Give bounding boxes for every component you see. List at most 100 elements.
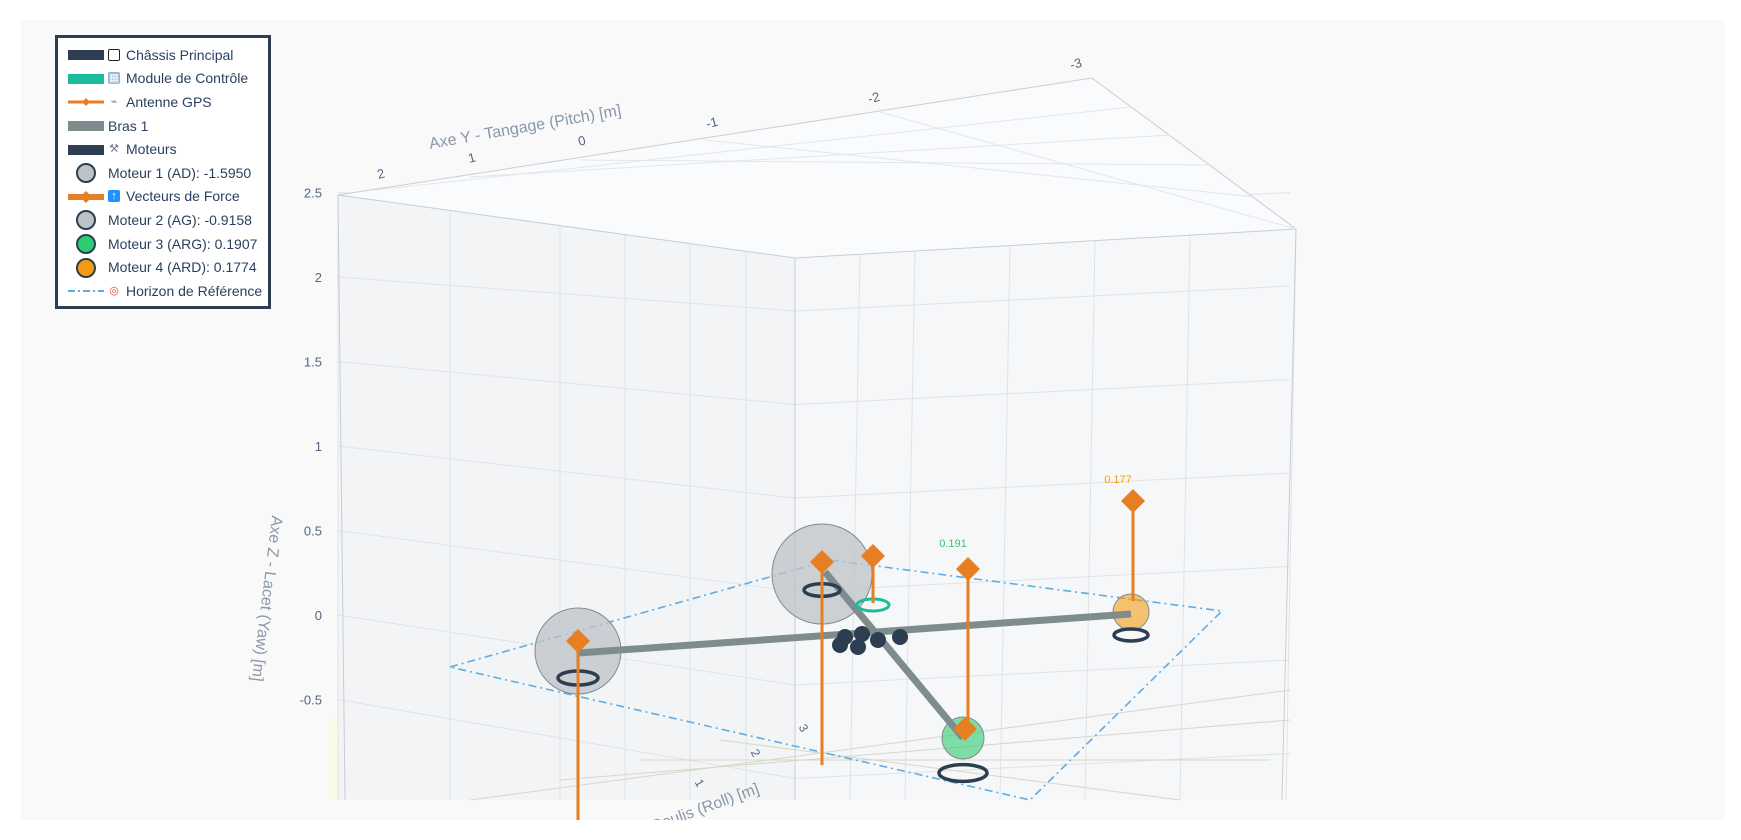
legend-symbol-mark xyxy=(76,257,96,278)
y-tick-label: -2 xyxy=(866,89,881,106)
legend-label: Bras 1 xyxy=(108,117,149,134)
legend-symbol xyxy=(68,144,104,155)
frame-node xyxy=(854,626,870,642)
legend-symbol xyxy=(68,190,104,203)
legend-symbol xyxy=(76,210,96,231)
z-tick-label: 2.5 xyxy=(304,186,322,201)
grid-line xyxy=(1285,228,1297,801)
force-marker xyxy=(1121,489,1145,513)
target-icon: ◎ xyxy=(109,284,119,297)
grid-line xyxy=(1179,235,1191,801)
grid-line xyxy=(374,106,1132,191)
y-tick-label: 2 xyxy=(375,165,386,181)
grid-line xyxy=(1084,240,1096,801)
y-tick-label: -3 xyxy=(1068,55,1083,72)
legend-symbol-mark xyxy=(68,144,104,155)
3d-scene[interactable]: 2.5 2 1.5 1 0.5 0 -0.5 Axe Z - Lacet (Yaw) [m] -… xyxy=(21,20,1725,820)
legend-item[interactable]: Moteur 3 (ARG): 0.1907 xyxy=(64,232,262,256)
legend-label: Moteur 3 (ARG): 0.1907 xyxy=(108,235,258,252)
legend-symbol xyxy=(68,290,104,293)
box-edge xyxy=(337,194,346,801)
grid-line xyxy=(999,245,1011,801)
box-edge xyxy=(1281,228,1297,801)
legend-label: Moteur 2 (AG): -0.9158 xyxy=(108,211,252,228)
legend-label: Vecteurs de Force xyxy=(126,188,240,205)
grid-line xyxy=(879,111,1297,230)
z-tick-label: 1 xyxy=(315,439,322,454)
grid-line xyxy=(579,159,1211,166)
legend-item[interactable]: Bras 1 xyxy=(64,114,262,138)
grid-line xyxy=(904,251,916,801)
legend-label: Châssis Principal xyxy=(126,46,234,63)
plot-area: 2.5 2 1.5 1 0.5 0 -0.5 Axe Z - Lacet (Yaw) [m] -… xyxy=(21,20,1725,820)
force-marker xyxy=(956,557,980,581)
legend-item[interactable]: ▦ Module de Contrôle xyxy=(64,67,262,91)
satellite-dish-icon: ⌁ xyxy=(110,95,118,108)
legend-symbol xyxy=(76,163,96,184)
floor-grid-line xyxy=(719,739,1181,801)
force-marker xyxy=(953,717,977,741)
z-axis-label: Axe Z - Lacet (Yaw) [m] xyxy=(248,515,285,683)
wrench-icon: ⚒ xyxy=(109,143,119,156)
legend-symbol-mark xyxy=(76,210,96,231)
grid-line xyxy=(849,254,861,801)
up-arrow-icon: ↑ xyxy=(108,190,120,203)
legend-symbol-mark xyxy=(82,98,90,107)
back-wall-left xyxy=(338,195,795,800)
legend-item[interactable]: ◎ Horizon de Référence xyxy=(64,279,262,303)
legend-symbol xyxy=(68,121,104,132)
legend-symbol-mark xyxy=(68,121,104,132)
y-tick-label: 1 xyxy=(466,149,477,165)
frame-node xyxy=(832,637,848,653)
grid-line xyxy=(469,134,1171,178)
legend-symbol-mark xyxy=(68,73,104,84)
square-icon xyxy=(108,48,120,61)
floor-grid-line xyxy=(559,719,1291,781)
chip-icon: ▦ xyxy=(108,72,120,85)
legend-symbol xyxy=(68,73,104,84)
legend-symbol-mark xyxy=(80,190,92,203)
frame-node xyxy=(850,639,866,655)
legend-item[interactable]: Moteur 2 (AG): -0.9158 xyxy=(64,208,262,232)
motor-thrust-annotation: 0.191 xyxy=(939,538,967,550)
motor-ring xyxy=(1112,627,1150,643)
legend-item[interactable]: Moteur 1 (AD): -1.5950 xyxy=(64,161,262,185)
legend-label: Horizon de Référence xyxy=(126,282,263,299)
legend-symbol xyxy=(76,257,96,278)
z-tick-label: 0.5 xyxy=(304,524,322,539)
legend-label: Moteurs xyxy=(126,141,177,158)
legend-item[interactable]: ⌁ Antenne GPS xyxy=(64,90,262,114)
motor-ring xyxy=(937,762,989,784)
y-axis-label: Axe Y - Tangage (Pitch) [m] xyxy=(428,102,623,153)
floor-grid-line xyxy=(469,689,1291,801)
z-tick-label: 0 xyxy=(315,608,322,623)
legend: Châssis Principal ▦ Module de Contrôle ⌁ Ant… xyxy=(55,35,272,309)
grid-line xyxy=(704,139,1256,198)
force-marker xyxy=(566,629,590,653)
legend-item[interactable]: Moteur 4 (ARD): 0.1774 xyxy=(64,255,262,279)
legend-item[interactable]: Châssis Principal xyxy=(64,43,262,67)
legend-symbol xyxy=(68,98,104,107)
arm-2 xyxy=(822,569,966,741)
legend-symbol xyxy=(68,50,104,61)
y-tick-label: -1 xyxy=(704,114,719,131)
frame-node xyxy=(870,632,886,648)
legend-symbol-mark xyxy=(76,234,96,255)
legend-label: Moteur 4 (ARD): 0.1774 xyxy=(108,259,257,276)
legend-symbol xyxy=(76,234,96,255)
motor-thrust-annotation: 0.177 xyxy=(1104,474,1132,486)
legend-label: Antenne GPS xyxy=(126,93,212,110)
legend-item[interactable]: ⚒ Moteurs xyxy=(64,137,262,161)
legend-label: Module de Contrôle xyxy=(126,70,249,87)
y-tick-label: 0 xyxy=(576,132,587,148)
z-tick-label: 2 xyxy=(315,270,322,285)
back-wall-right xyxy=(795,229,1296,800)
legend-symbol-mark xyxy=(76,163,96,184)
legend-item[interactable]: ↑ Vecteurs de Force xyxy=(64,185,262,209)
legend-symbol-mark xyxy=(68,50,104,61)
z-tick-label: 1.5 xyxy=(304,355,322,370)
force-marker xyxy=(810,550,834,574)
frame-node xyxy=(892,629,908,645)
force-marker xyxy=(861,544,885,568)
z-tick-label: -0.5 xyxy=(300,693,322,708)
